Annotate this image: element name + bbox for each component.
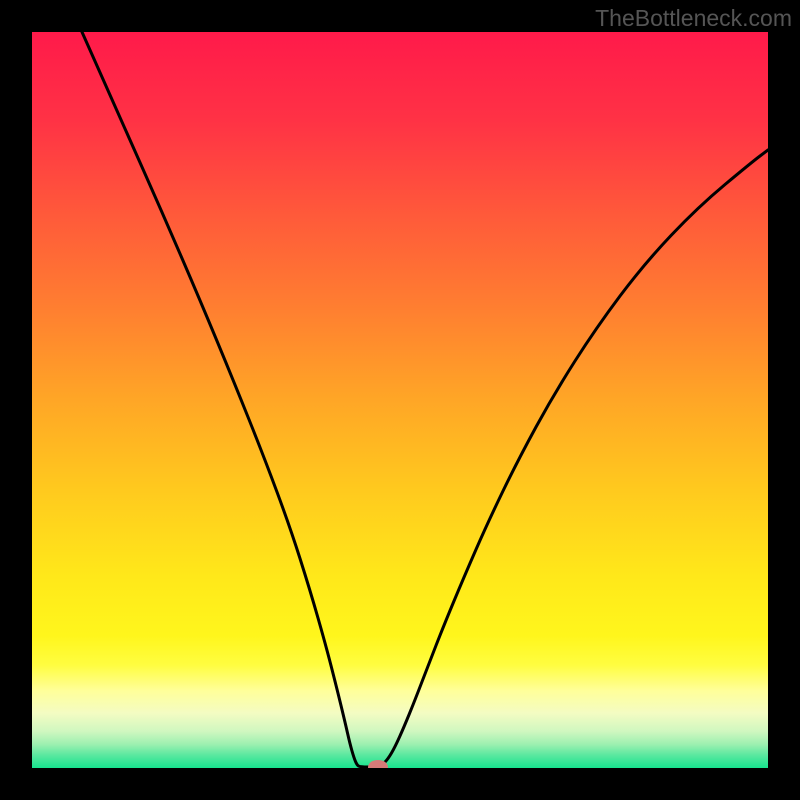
bottleneck-curve xyxy=(32,32,768,768)
watermark-text: TheBottleneck.com xyxy=(595,5,792,32)
optimum-marker xyxy=(368,760,388,768)
plot-area xyxy=(32,32,768,768)
